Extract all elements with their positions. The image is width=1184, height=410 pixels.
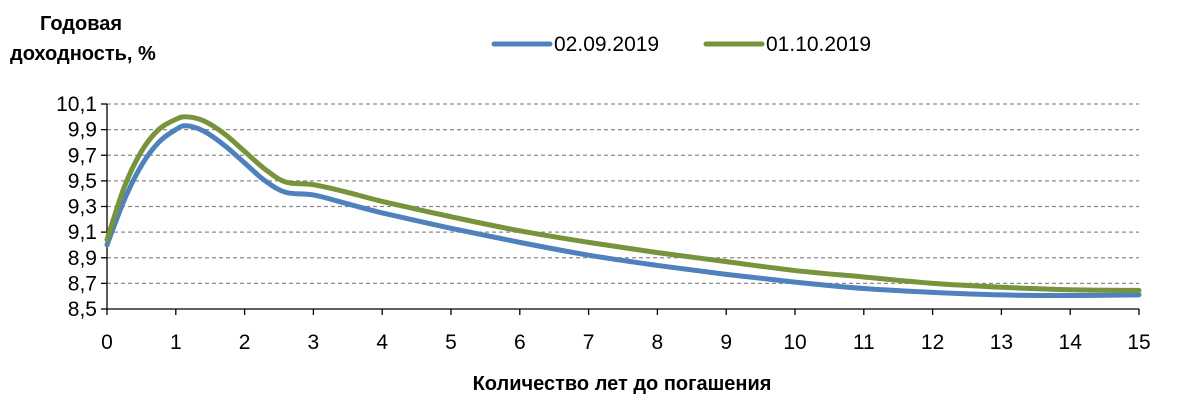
x-tick-label: 10 — [783, 331, 806, 354]
y-axis-title: Годовая доходность, % — [10, 13, 156, 65]
y-tick-label: 8,7 — [68, 272, 97, 295]
x-tick-label: 2 — [239, 331, 251, 354]
y-tick-label: 9,1 — [68, 221, 97, 244]
x-tick-label: 9 — [720, 331, 732, 354]
y-tick-label: 9,3 — [68, 196, 97, 219]
x-tick-label: 5 — [445, 331, 457, 354]
legend-label-series-2: 01.10.2019 — [766, 33, 871, 56]
x-tick-label: 14 — [1059, 331, 1083, 354]
legend: 02.09.2019 01.10.2019 — [491, 33, 871, 56]
x-tick-label: 6 — [514, 331, 526, 354]
x-axis-title: Количество лет до погашения — [473, 373, 772, 395]
y-tick-label: 9,7 — [68, 144, 97, 167]
x-tick-label: 3 — [308, 331, 320, 354]
x-tick-labels: 0 1 2 3 4 5 6 7 8 9 10 11 12 13 14 15 — [101, 331, 1151, 354]
y-axis-title-line-2: доходность, % — [10, 43, 156, 65]
y-axis-title-line-1: Годовая — [40, 13, 122, 35]
axes — [101, 103, 1140, 315]
legend-label-series-1: 02.09.2019 — [554, 33, 659, 56]
x-tick-label: 1 — [170, 331, 182, 354]
x-tick-label: 12 — [921, 331, 944, 354]
x-tick-label: 7 — [583, 331, 595, 354]
x-tick-label: 11 — [853, 331, 875, 354]
series-line-2 — [104, 114, 1142, 293]
y-tick-label: 8,5 — [68, 298, 97, 321]
x-tick-label: 13 — [990, 331, 1013, 354]
series-lines — [104, 114, 1142, 299]
series-line-1 — [104, 123, 1142, 299]
x-tick-label: 4 — [376, 331, 388, 354]
y-tick-label: 9,5 — [68, 170, 97, 193]
x-tick-label: 15 — [1127, 331, 1150, 354]
x-tick-label: 8 — [652, 331, 664, 354]
x-tick-label: 0 — [101, 331, 113, 354]
gridlines — [107, 103, 1139, 285]
y-tick-label: 8,9 — [68, 247, 97, 270]
y-tick-labels: 8,5 8,78,9 9,19,3 9,5 9,79,9 10,1 — [56, 93, 97, 321]
y-tick-label: 10,1 — [56, 93, 97, 116]
y-tick-label: 9,9 — [68, 119, 97, 142]
